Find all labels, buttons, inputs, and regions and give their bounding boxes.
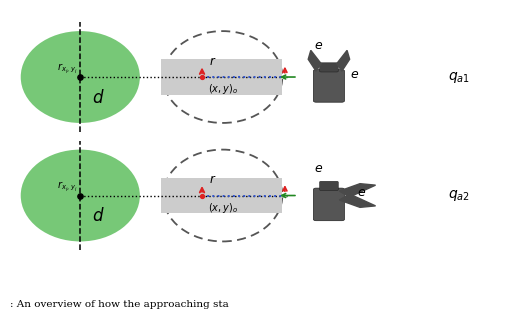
Text: $r$: $r$ <box>209 54 216 68</box>
Ellipse shape <box>163 31 282 123</box>
Polygon shape <box>339 184 376 197</box>
Text: $e$: $e$ <box>357 186 367 199</box>
Polygon shape <box>337 50 350 71</box>
Polygon shape <box>339 194 376 207</box>
FancyBboxPatch shape <box>320 63 338 72</box>
Text: $(x,y)_o$: $(x,y)_o$ <box>208 82 238 96</box>
Text: $q_{a2}$: $q_{a2}$ <box>448 188 470 203</box>
FancyBboxPatch shape <box>313 188 344 221</box>
Bar <box>161 59 282 95</box>
Polygon shape <box>308 50 321 71</box>
FancyBboxPatch shape <box>320 181 338 191</box>
Text: $r_{x_i,y_i}$: $r_{x_i,y_i}$ <box>57 61 78 75</box>
FancyBboxPatch shape <box>313 70 344 102</box>
Text: $e$: $e$ <box>314 162 323 175</box>
Text: $r_{x_i,y_i}$: $r_{x_i,y_i}$ <box>57 179 78 193</box>
Text: $d$: $d$ <box>92 89 105 107</box>
Text: $r$: $r$ <box>209 173 216 186</box>
Ellipse shape <box>163 150 282 242</box>
Text: $(x,y)_o$: $(x,y)_o$ <box>208 201 238 215</box>
Ellipse shape <box>21 31 140 123</box>
Bar <box>161 178 282 213</box>
Text: $e$: $e$ <box>350 68 359 80</box>
Ellipse shape <box>21 150 140 242</box>
Text: $q_{a1}$: $q_{a1}$ <box>448 70 470 84</box>
Text: $d$: $d$ <box>92 207 105 225</box>
Text: : An overview of how the approaching sta: : An overview of how the approaching sta <box>10 300 229 309</box>
Text: $e$: $e$ <box>314 39 323 52</box>
